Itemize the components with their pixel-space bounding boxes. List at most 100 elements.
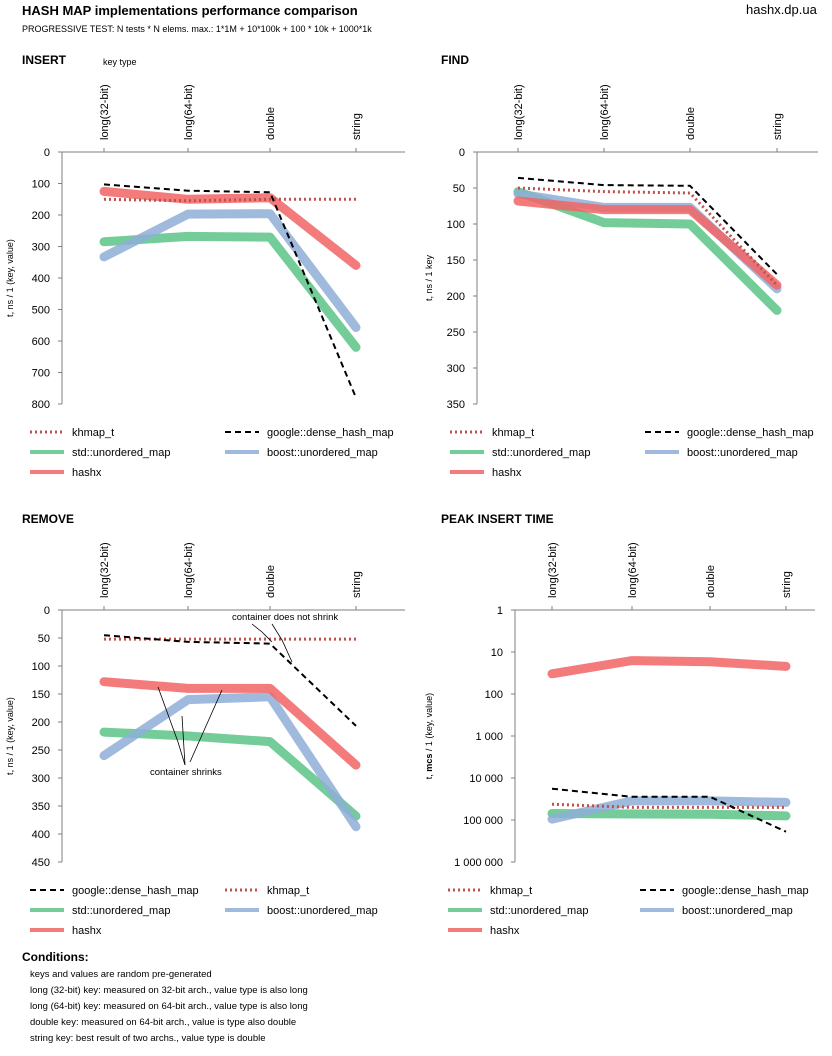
y-tick-label: 300 <box>32 242 50 254</box>
y-tick-label: 250 <box>32 745 50 757</box>
x-tick-label: long(64-bit) <box>599 84 611 140</box>
callout-line <box>271 623 293 663</box>
series-line-khmap-t <box>103 197 356 203</box>
x-tick-label: double <box>265 107 277 140</box>
y-axis-title: t, ns / 1 (key, value) <box>5 697 15 775</box>
condition-line: long (64-bit) key: measured on 64-bit ar… <box>30 1001 308 1012</box>
series-line-std-unordered-map <box>99 727 361 821</box>
series-line-hashx <box>99 677 361 770</box>
y-axis-title: t, mcs / 1 (key, value) <box>424 693 434 779</box>
y-tick-label: 200 <box>32 717 50 729</box>
series-line-google-dense-hash-map <box>551 787 787 833</box>
y-axis-title: t, ns / 1 key <box>424 254 434 301</box>
y-tick-label: 100 000 <box>463 815 503 827</box>
y-tick-label: 700 <box>32 368 50 380</box>
x-tick-label: string <box>351 571 363 598</box>
legend-label-google-dense-hash-map: google::dense_hash_map <box>267 427 394 439</box>
y-tick-label: 350 <box>447 399 465 411</box>
y-tick-label: 0 <box>459 147 465 159</box>
y-tick-label: 300 <box>447 363 465 375</box>
annotation-no-shrink: container does not shrink <box>232 612 338 623</box>
series-line-hashx <box>547 656 791 679</box>
x-tick-label: string <box>351 113 363 140</box>
page-title: HASH MAP implementations performance com… <box>22 3 358 18</box>
x-tick-label: long(64-bit) <box>183 84 195 140</box>
y-tick-label: 150 <box>32 689 50 701</box>
x-tick-label: long(64-bit) <box>183 542 195 598</box>
y-tick-label: 10 <box>491 647 503 659</box>
legend-label-khmap-t: khmap_t <box>492 427 534 439</box>
y-tick-label: 250 <box>447 327 465 339</box>
series-line-google-dense-hash-map <box>103 183 357 399</box>
x-tick-label: double <box>705 565 717 598</box>
y-tick-label: 1 000 <box>475 731 503 743</box>
chart-title-peak-insert: PEAK INSERT TIME <box>441 512 554 526</box>
x-tick-label: double <box>265 565 277 598</box>
x-tick-label: long(32-bit) <box>513 84 525 140</box>
legend-label-boost-unordered-map: boost::unordered_map <box>267 905 378 917</box>
y-tick-label: 100 <box>447 219 465 231</box>
callout-line <box>251 623 273 643</box>
legend-label-hashx: hashx <box>72 467 102 479</box>
y-tick-label: 200 <box>447 291 465 303</box>
series-line-hashx <box>99 186 361 270</box>
annotation-key-type: key type <box>103 57 137 67</box>
y-tick-label: 400 <box>32 273 50 285</box>
legend-label-khmap-t: khmap_t <box>267 885 309 897</box>
y-tick-label: 100 <box>32 661 50 673</box>
legend-label-khmap-t: khmap_t <box>490 885 532 897</box>
legend-label-hashx: hashx <box>490 925 520 937</box>
series-line-google-dense-hash-map <box>517 176 778 276</box>
series-line-std-unordered-map <box>99 231 361 352</box>
y-tick-label: 50 <box>453 183 465 195</box>
series-line-boost-unordered-map <box>99 692 361 832</box>
legend-label-std-unordered-map: std::unordered_map <box>72 905 170 917</box>
legend-label-google-dense-hash-map: google::dense_hash_map <box>682 885 809 897</box>
y-tick-label: 300 <box>32 773 50 785</box>
series-line-khmap-t <box>517 186 779 287</box>
y-tick-label: 1 <box>497 605 503 617</box>
series-line-boost-unordered-map <box>99 209 361 332</box>
x-tick-label: long(64-bit) <box>627 542 639 598</box>
y-tick-label: 400 <box>32 829 50 841</box>
callout-line <box>181 715 186 766</box>
condition-line: keys and values are random pre-generated <box>30 969 212 980</box>
y-tick-label: 150 <box>447 255 465 267</box>
y-tick-label: 500 <box>32 305 50 317</box>
y-tick-label: 10 000 <box>469 773 503 785</box>
legend-label-hashx: hashx <box>72 925 102 937</box>
legend-label-hashx: hashx <box>492 467 522 479</box>
legend-label-boost-unordered-map: boost::unordered_map <box>682 905 793 917</box>
chart-title-remove: REMOVE <box>22 512 75 526</box>
y-tick-label: 800 <box>32 399 50 411</box>
x-tick-label: string <box>781 571 793 598</box>
x-tick-label: double <box>685 107 697 140</box>
callout-line <box>157 686 186 766</box>
find-chart: 0 50 100 150 200 250 300 350 long(32-bit) long(64… <box>424 84 818 479</box>
legend-label-std-unordered-map: std::unordered_map <box>72 447 170 459</box>
y-tick-label: 200 <box>32 210 50 222</box>
remove-chart: 0 50 100 150 200 250 300 350 400 450 long(32-bit) l… <box>5 542 405 937</box>
x-tick-label: string <box>772 113 784 140</box>
series-line-khmap-t <box>551 802 786 809</box>
chart-title-insert: INSERT <box>22 53 67 67</box>
annotation-shrinks: container shrinks <box>150 767 222 778</box>
y-tick-label: 0 <box>44 147 50 159</box>
condition-line: double key: measured on 64-bit arch., va… <box>30 1017 297 1028</box>
conditions-title: Conditions: <box>22 950 89 964</box>
y-tick-label: 350 <box>32 801 50 813</box>
legend-label-std-unordered-map: std::unordered_map <box>490 905 588 917</box>
insert-chart: 0 100 200 300 400 500 600 700 800 long(32-bit) lon… <box>5 84 405 479</box>
condition-line: long (32-bit) key: measured on 32-bit ar… <box>30 985 308 996</box>
legend-label-google-dense-hash-map: google::dense_hash_map <box>72 885 199 897</box>
chart-title-find: FIND <box>441 53 469 67</box>
y-tick-label: 0 <box>44 605 50 617</box>
legend-label-khmap-t: khmap_t <box>72 427 114 439</box>
y-tick-label: 1 000 000 <box>454 857 503 869</box>
site-name: hashx.dp.ua <box>746 2 817 17</box>
y-tick-label: 100 <box>485 689 503 701</box>
legend-label-google-dense-hash-map: google::dense_hash_map <box>687 427 814 439</box>
series-line-hashx <box>513 196 782 290</box>
y-axis-title: t, ns / 1 (key, value) <box>5 239 15 317</box>
